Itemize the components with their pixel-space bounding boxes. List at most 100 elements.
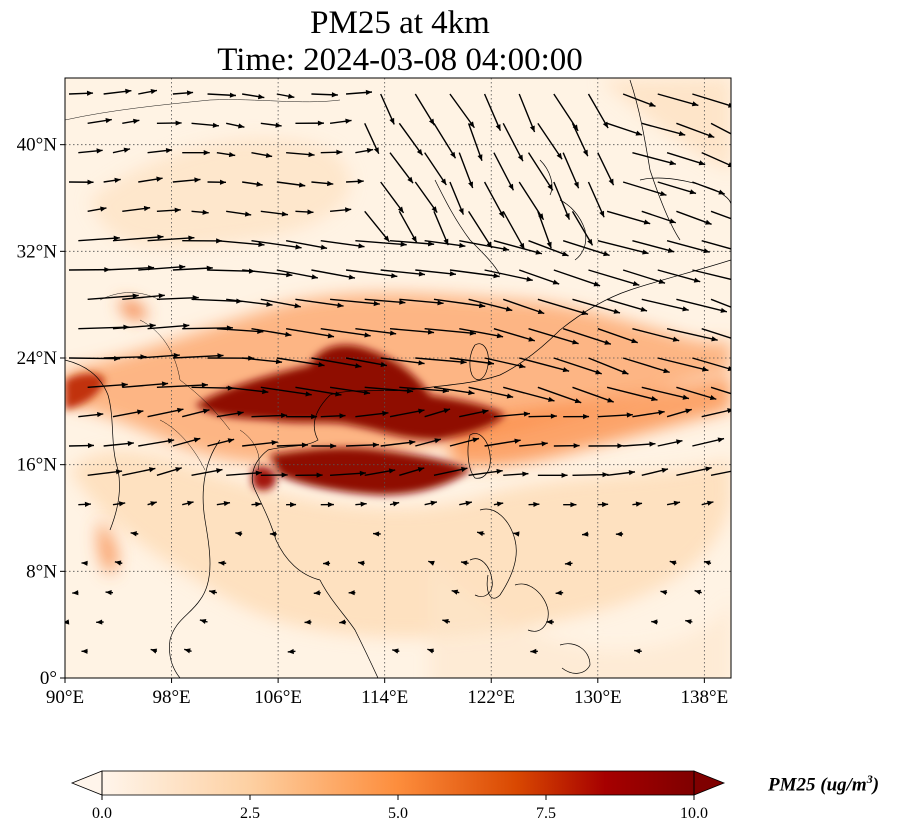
wind-arrow [320, 239, 365, 249]
wind-arrow [68, 90, 94, 96]
wind-arrow [329, 386, 371, 395]
wind-arrow [103, 88, 132, 95]
wind-arrow [666, 500, 681, 506]
wind-arrow [251, 151, 273, 158]
pm25-low-layer [70, 78, 731, 678]
wind-arrow [78, 501, 91, 507]
colorbar-tick-label: 0.0 [92, 805, 112, 822]
wind-arrow [424, 500, 438, 506]
wind-arrow [242, 357, 283, 365]
wind-arrow [147, 147, 173, 154]
wind-arrow [78, 411, 104, 418]
wind-arrow [433, 466, 468, 477]
wind-arrow [572, 298, 621, 314]
wind-arrow [483, 181, 505, 218]
wind-arrow [424, 327, 477, 336]
wind-arrow [692, 437, 725, 447]
wind-arrow [553, 443, 580, 449]
colorbar-tick-label: 2.5 [240, 805, 260, 822]
wind-arrow [182, 408, 210, 418]
wind-arrow [676, 210, 712, 225]
wind-arrow [251, 501, 262, 507]
wind-arrow [311, 269, 356, 280]
wind-arrow [330, 298, 380, 307]
wind-arrow [295, 472, 323, 478]
wind-arrow [295, 386, 342, 397]
wind-arrow [710, 298, 731, 308]
wind-arrow [666, 327, 718, 342]
wind-arrow [710, 122, 731, 135]
wind-arrow [459, 500, 473, 506]
wind-arrow [216, 151, 236, 158]
wind-arrow [276, 357, 325, 368]
wind-arrow [226, 210, 252, 217]
wind-arrow [701, 408, 731, 418]
wind-arrow [676, 386, 717, 401]
wind-arrow [502, 298, 545, 315]
wind-arrow [459, 327, 504, 339]
wind-arrow [467, 123, 483, 162]
wind-arrow [528, 501, 540, 508]
lon-tick-label: 138°E [681, 687, 729, 708]
wind-arrow [622, 181, 667, 196]
wind-arrow [147, 407, 184, 418]
wind-arrow [147, 235, 195, 242]
wind-arrow [87, 117, 112, 125]
wind-arrow [615, 531, 624, 537]
wind-arrow [493, 327, 536, 342]
wind-arrow [468, 210, 493, 249]
wind-arrow [493, 411, 531, 418]
wind-arrow [537, 298, 589, 316]
wind-arrow [380, 269, 426, 277]
wind-arrow [703, 560, 712, 566]
wind-arrow [112, 147, 131, 154]
wind-arrow [105, 589, 114, 596]
wind-arrow [493, 501, 504, 507]
wind-arrow [415, 357, 467, 365]
wind-arrow [588, 269, 640, 286]
wind-arrow [451, 589, 460, 595]
wind-arrow [304, 619, 312, 625]
wind-arrow [276, 93, 295, 99]
wind-arrow [484, 438, 521, 447]
colorbar-tick-label: 10.0 [680, 805, 708, 822]
wind-arrow [553, 181, 571, 220]
wind-arrow [138, 264, 186, 271]
wind-arrow [424, 408, 451, 418]
wind-arrow [502, 210, 526, 250]
map-title: PM25 at 4km [310, 5, 490, 41]
wind-arrow [242, 269, 293, 278]
wind-arrow [399, 467, 425, 477]
wind-arrow [380, 439, 416, 447]
wind-arrow [692, 93, 731, 108]
wind-arrow [311, 357, 362, 369]
wind-arrow [484, 357, 526, 369]
wind-arrow [607, 470, 636, 477]
wind-arrow [701, 239, 731, 250]
wind-arrow [112, 501, 126, 507]
wind-arrow [622, 357, 670, 374]
wind-arrow [588, 443, 624, 449]
wind-arrow [597, 501, 609, 508]
wind-arrow [537, 472, 568, 478]
wind-arrow [701, 500, 714, 506]
wind-arrow [692, 269, 731, 281]
wind-arrow [389, 327, 435, 335]
wind-arrow [147, 323, 190, 330]
wind-arrow [528, 240, 569, 257]
wind-arrow [392, 648, 400, 654]
map-axes: 90°E 98°E 106°E 114°E 122°E 130°E 138°E 0° 8°N 16… [17, 135, 729, 708]
wind-arrow [355, 239, 407, 247]
map-subtitle: Time: 2024-03-08 04:00:00 [217, 42, 583, 78]
wind-arrow [260, 122, 282, 128]
wind-arrow [103, 177, 121, 183]
wind-arrow [112, 409, 144, 418]
wind-arrow [657, 93, 699, 107]
wind-arrow [641, 467, 669, 477]
wind-arrow [355, 327, 397, 336]
wind-arrow [364, 123, 380, 155]
wind-arrow [251, 412, 288, 419]
wind-arrow [251, 239, 302, 250]
wind-arrow [380, 181, 405, 214]
